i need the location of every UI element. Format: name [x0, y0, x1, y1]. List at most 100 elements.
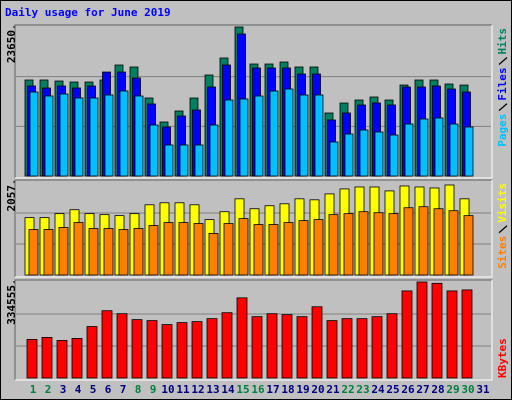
bar	[146, 320, 158, 379]
x-tick-label: 13	[206, 383, 219, 396]
bar	[449, 123, 459, 177]
bar	[329, 141, 339, 177]
bar	[73, 222, 84, 276]
panel-shadow	[14, 179, 492, 277]
panel-shadow	[14, 24, 492, 178]
bar	[59, 93, 69, 177]
y-tick-label: 2057	[5, 185, 18, 212]
panel-light	[15, 25, 493, 179]
legend-separator	[498, 103, 508, 112]
bar	[119, 90, 129, 177]
bar	[254, 95, 264, 177]
bar	[299, 94, 309, 177]
bar	[134, 95, 144, 177]
bar	[89, 97, 99, 177]
bar	[118, 229, 129, 276]
bar	[223, 223, 234, 276]
bar	[221, 312, 233, 379]
x-tick-label: 24	[371, 383, 385, 396]
bar	[388, 213, 399, 276]
bar	[164, 144, 174, 177]
bar	[58, 227, 69, 276]
bar	[176, 322, 188, 379]
bar	[149, 124, 159, 177]
bar	[131, 319, 143, 379]
bar	[281, 314, 293, 379]
bar	[101, 310, 113, 379]
bar	[191, 321, 203, 379]
bar	[148, 225, 159, 276]
x-tick-label: 20	[311, 383, 324, 396]
bar	[224, 99, 234, 177]
bar	[341, 318, 353, 379]
x-tick-label: 11	[176, 383, 190, 396]
legend-label: Sites	[496, 236, 509, 269]
bar	[208, 233, 219, 276]
legend-label: Files	[496, 68, 509, 101]
bar	[343, 213, 354, 276]
x-tick-label: 3	[60, 383, 67, 396]
bar	[238, 218, 249, 276]
bar	[88, 228, 99, 276]
x-tick-label: 22	[341, 383, 354, 396]
bar	[418, 206, 429, 276]
bar	[463, 215, 474, 276]
y-tick-label: 23650	[5, 30, 18, 63]
bar	[356, 318, 368, 379]
bar	[116, 313, 128, 379]
bar	[209, 124, 219, 177]
bar	[313, 219, 324, 276]
bar	[433, 208, 444, 276]
panel-light	[15, 180, 493, 278]
x-tick-label: 25	[386, 383, 399, 396]
bar	[206, 318, 218, 379]
x-tick-label: 9	[150, 383, 157, 396]
bar	[344, 133, 354, 177]
bar	[29, 91, 39, 177]
bar	[374, 131, 384, 177]
x-tick-label: 18	[281, 383, 294, 396]
bar	[403, 207, 414, 276]
bar	[86, 326, 98, 379]
bar	[401, 290, 413, 379]
bar	[298, 220, 309, 276]
x-tick-label: 6	[105, 383, 112, 396]
bar	[26, 339, 38, 379]
bar	[416, 281, 428, 379]
bar	[74, 97, 84, 177]
x-tick-label: 30	[461, 383, 474, 396]
x-tick-label: 16	[251, 383, 265, 396]
bar	[44, 95, 54, 177]
bar	[434, 117, 444, 177]
bar	[133, 228, 144, 276]
x-tick-label: 27	[416, 383, 429, 396]
bar	[311, 306, 323, 379]
bar	[194, 144, 204, 177]
bar	[404, 123, 414, 177]
bar	[71, 338, 83, 379]
legend-label: KBytes	[496, 338, 509, 378]
bar	[419, 118, 429, 177]
panel-light	[15, 280, 493, 381]
bar	[358, 211, 369, 276]
x-tick-label: 10	[161, 383, 174, 396]
bar	[253, 224, 264, 276]
legend-label: Hits	[496, 28, 509, 55]
bar	[163, 222, 174, 276]
bar	[464, 126, 474, 177]
bar	[314, 94, 324, 177]
bar	[359, 129, 369, 177]
bar	[193, 223, 204, 276]
y-tick-label: 334555	[5, 285, 18, 325]
bar	[104, 94, 114, 177]
legend-label: Pages	[496, 114, 509, 147]
bar	[43, 229, 54, 276]
x-tick-label: 12	[191, 383, 204, 396]
x-tick-label: 21	[326, 383, 340, 396]
x-tick-label: 14	[221, 383, 235, 396]
bar	[386, 313, 398, 379]
panel-shadow	[14, 279, 492, 380]
bar	[239, 98, 249, 177]
